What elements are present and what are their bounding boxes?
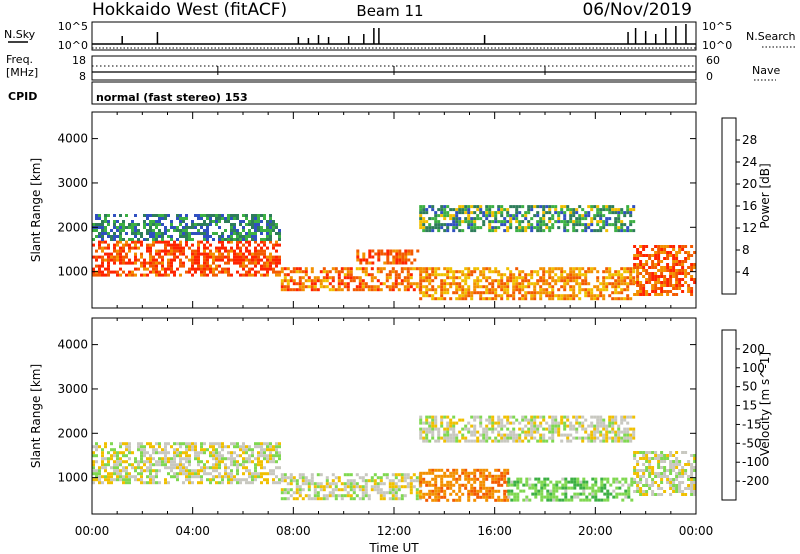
power-axes: 1000 2000 3000 4000: [57, 112, 697, 308]
freq-label-line1: Freq.: [6, 53, 33, 66]
time-tick-label: 00:00: [75, 524, 110, 538]
velocity-colorbar-label: Velocity [m s^-1]: [758, 352, 772, 456]
nave-label: Nave: [752, 64, 780, 77]
power-colorbar-tick-label: 12: [742, 221, 757, 235]
power-panel: 1000 2000 3000 4000: [57, 111, 697, 309]
velocity-colorbar-tick-label: -100: [742, 455, 769, 469]
freq-tick-top: 18: [72, 54, 86, 67]
velocity-colorbar-tick-label: 100: [742, 361, 765, 375]
nsky-label: N.Sky: [4, 28, 36, 41]
velocity-colorbar-tick-label: -50: [742, 436, 762, 450]
time-tick-label: 04:00: [175, 524, 210, 538]
power-ytick-label: 2000: [57, 220, 88, 234]
velocity-echo-field: [92, 415, 697, 502]
velocity-colorbar-frame: [721, 329, 737, 501]
velocity-panel: 1000 2000 3000 4000: [57, 317, 697, 515]
nsky-tick-bottom: 10^0: [58, 39, 88, 52]
power-echo-field: [92, 205, 697, 301]
power-echo-region: [92, 240, 281, 277]
power-colorbar: 4 8 12 16 20 24 28: [721, 117, 757, 295]
power-colorbar-tick-label: 8: [742, 243, 750, 257]
date-label: 06/Nov/2019: [582, 0, 692, 20]
velocity-colorbar-tick-label: 50: [742, 380, 757, 394]
power-echo-region: [92, 214, 281, 241]
freq-strip: [91, 55, 697, 81]
power-colorbar-tick-label: 24: [742, 155, 757, 169]
power-colorbar-frame: [721, 117, 737, 295]
freq-label-line2: [MHz]: [6, 66, 38, 79]
velocity-echo-region: [280, 473, 422, 501]
velocity-echo-region: [419, 468, 510, 502]
velocity-ytick-label: 2000: [57, 426, 88, 440]
time-axis-label: Time UT: [368, 541, 419, 554]
velocity-ytick-label: 3000: [57, 382, 88, 396]
nave-tick-bottom: 0: [706, 70, 713, 83]
nsearch-tick-top: 10^5: [702, 20, 732, 33]
nsky-strip: [91, 21, 697, 51]
cpid-label: CPID: [8, 90, 37, 103]
power-ytick-label: 3000: [57, 176, 88, 190]
power-echo-region: [356, 249, 420, 265]
velocity-echo-region: [633, 451, 697, 496]
time-tick-label: 12:00: [377, 524, 412, 538]
velocity-axes: 1000 2000 3000 4000: [57, 318, 697, 514]
nsky-bars: [92, 24, 696, 49]
velocity-echo-region: [507, 477, 634, 502]
power-ytick-label: 4000: [57, 132, 88, 146]
cpid-text: normal (fast stereo) 153: [96, 91, 248, 104]
time-tick-label: 00:00: [679, 524, 714, 538]
beam-label: Beam 11: [356, 2, 423, 20]
velocity-colorbar-tick-label: -200: [742, 474, 769, 488]
time-axis: 00:00 04:00 08:00 12:00 16:00 20:00 00:00: [75, 524, 714, 538]
time-tick-label: 20:00: [578, 524, 613, 538]
nsky-tick-top: 10^5: [58, 20, 88, 33]
nsearch-tick-bottom: 10^0: [702, 39, 732, 52]
power-colorbar-tick-label: 16: [742, 199, 757, 213]
nsearch-label: N.Search: [746, 30, 796, 43]
power-echo-region: [419, 267, 636, 301]
velocity-colorbar-tick-label: 200: [742, 342, 765, 356]
velocity-echo-region: [419, 415, 636, 443]
velocity-colorbar-tick-label: 15: [742, 399, 757, 413]
time-tick-label: 16:00: [477, 524, 512, 538]
time-tick-label: 08:00: [276, 524, 311, 538]
power-echo-region: [280, 267, 422, 292]
cpid-strip: [91, 81, 697, 105]
power-colorbar-tick-label: 20: [742, 177, 757, 191]
velocity-ytick-label: 1000: [57, 471, 88, 485]
velocity-echo-region: [92, 442, 281, 485]
velocity-colorbar-tick-label: -15: [742, 417, 762, 431]
nave-tick-top: 60: [706, 54, 720, 67]
power-colorbar-label: Power [dB]: [758, 163, 772, 228]
power-colorbar-tick-label: 28: [742, 133, 757, 147]
velocity-ytick-label: 4000: [57, 338, 88, 352]
power-ylabel: Slant Range [km]: [29, 158, 43, 262]
nave-dots: [217, 66, 546, 75]
velocity-colorbar: 200 100 50 15 -15 -50 -100 -200: [721, 329, 769, 501]
velocity-ylabel: Slant Range [km]: [29, 364, 43, 468]
power-echo-region: [633, 245, 697, 296]
power-colorbar-tick-label: 4: [742, 265, 750, 279]
station-title: Hokkaido West (fitACF): [92, 0, 287, 20]
power-ytick-label: 1000: [57, 265, 88, 279]
freq-tick-bottom: 8: [79, 70, 86, 83]
power-echo-region: [419, 205, 636, 233]
